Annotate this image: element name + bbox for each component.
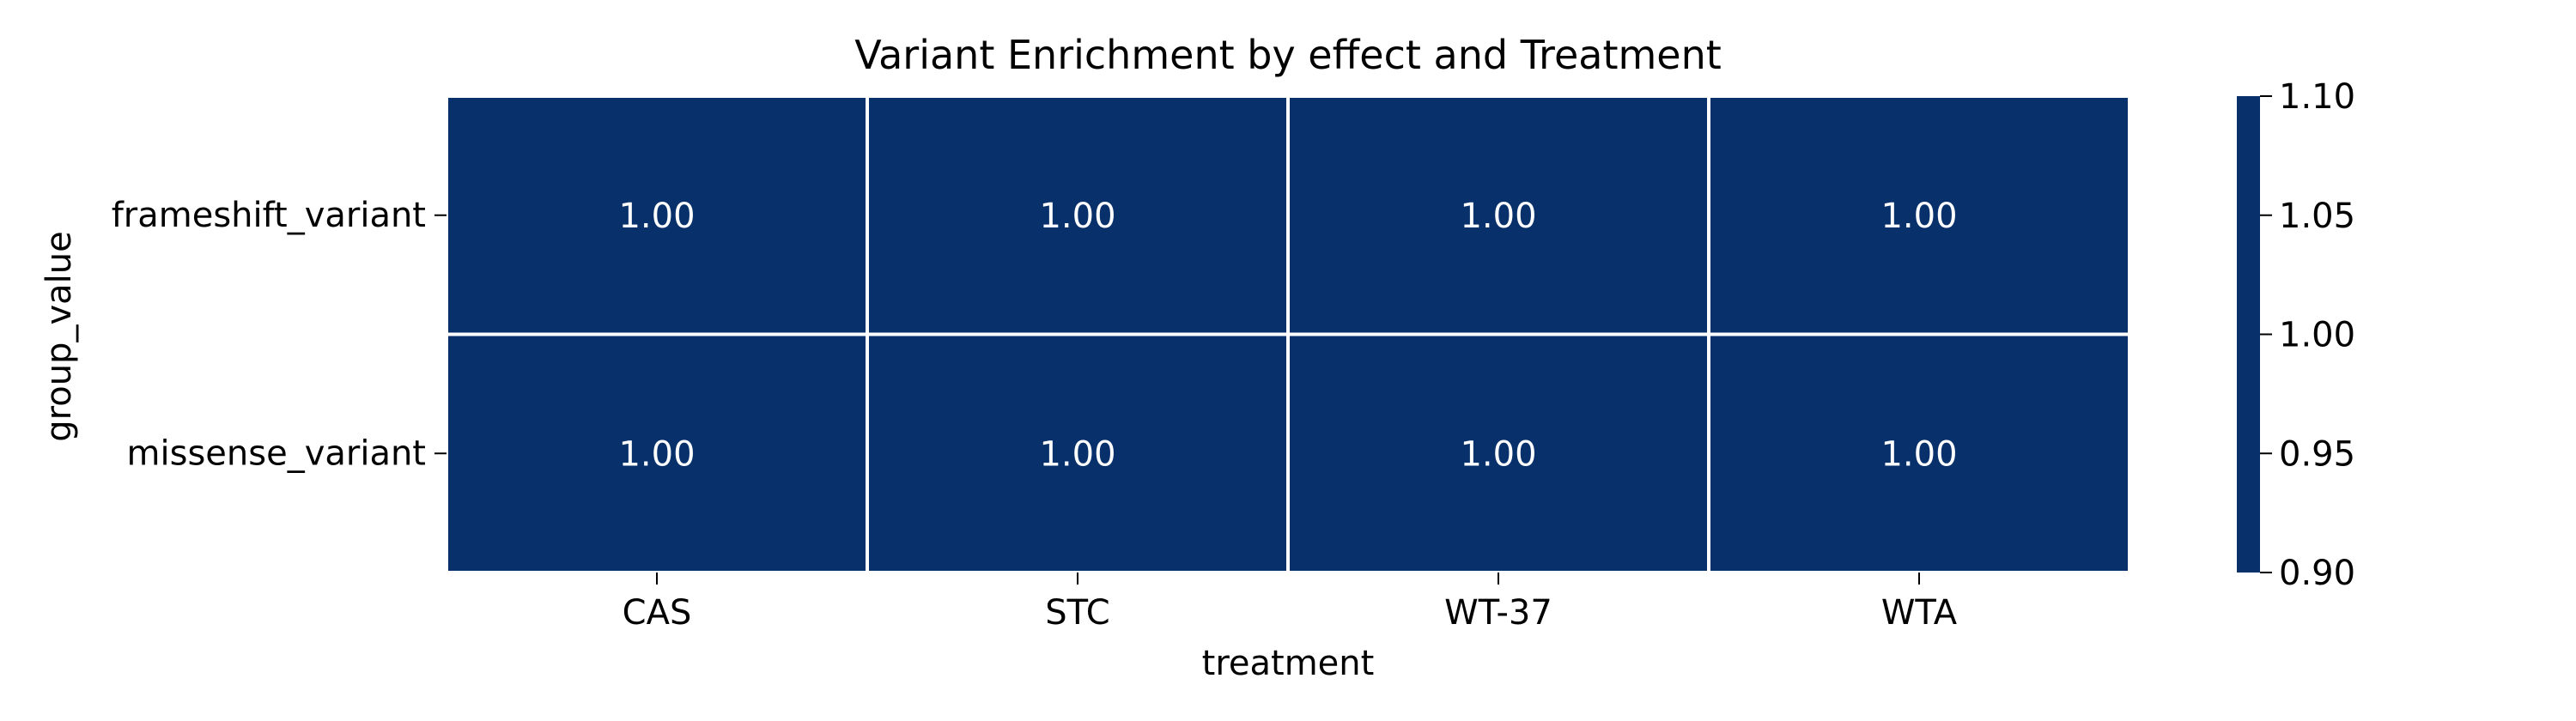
x-axis-label: treatment bbox=[1202, 644, 1375, 683]
colorbar-tick-label: 1.05 bbox=[2279, 197, 2355, 236]
cell-label: 1.00 bbox=[1880, 197, 1957, 236]
colorbar-fill bbox=[2237, 96, 2260, 573]
cell-frameshift-variant-stc bbox=[866, 94, 1290, 336]
heatmap-cells bbox=[445, 94, 2131, 574]
cell-missense-variant-cas bbox=[445, 332, 869, 574]
colorbar-tick-label: 0.95 bbox=[2279, 434, 2355, 474]
cell-label: 1.00 bbox=[618, 197, 695, 236]
y-axis-label: group_value bbox=[39, 231, 79, 441]
cell-label: 1.00 bbox=[1039, 434, 1115, 474]
x-tick-label: STC bbox=[1045, 593, 1109, 633]
cell-frameshift-variant-cas bbox=[445, 94, 869, 336]
x-tick-label: WTA bbox=[1881, 593, 1958, 633]
cell-label: 1.00 bbox=[618, 434, 695, 474]
cell-label: 1.00 bbox=[1039, 197, 1115, 236]
cell-missense-variant-stc bbox=[866, 332, 1290, 574]
cell-missense-variant-wta bbox=[1707, 332, 2131, 574]
x-tick-label: CAS bbox=[623, 593, 692, 633]
y-tick-label: frameshift_variant bbox=[112, 196, 426, 235]
colorbar-tick-label: 1.00 bbox=[2279, 316, 2355, 355]
heatmap-cell-labels: 1.00 1.00 1.00 1.00 1.00 1.00 1.00 1.00 bbox=[618, 197, 1957, 475]
cell-frameshift-variant-wta bbox=[1707, 94, 2131, 336]
cell-label: 1.00 bbox=[1880, 434, 1957, 474]
y-tick-label: missense_variant bbox=[127, 433, 426, 473]
cell-label: 1.00 bbox=[1460, 197, 1536, 236]
colorbar-tick-label: 0.90 bbox=[2279, 554, 2355, 593]
x-tick-label: WT-37 bbox=[1444, 593, 1552, 633]
cell-label: 1.00 bbox=[1460, 434, 1536, 474]
chart-title: Variant Enrichment by effect and Treatme… bbox=[854, 32, 1722, 78]
x-axis: CAS STC WT-37 WTA bbox=[623, 573, 1958, 633]
colorbar-tick-label: 1.10 bbox=[2279, 77, 2355, 117]
cell-frameshift-variant-wt-37 bbox=[1286, 94, 1710, 336]
y-axis: frameshift_variant missense_variant bbox=[112, 196, 447, 473]
colorbar: 1.10 1.05 1.00 0.95 0.90 bbox=[2237, 77, 2355, 593]
